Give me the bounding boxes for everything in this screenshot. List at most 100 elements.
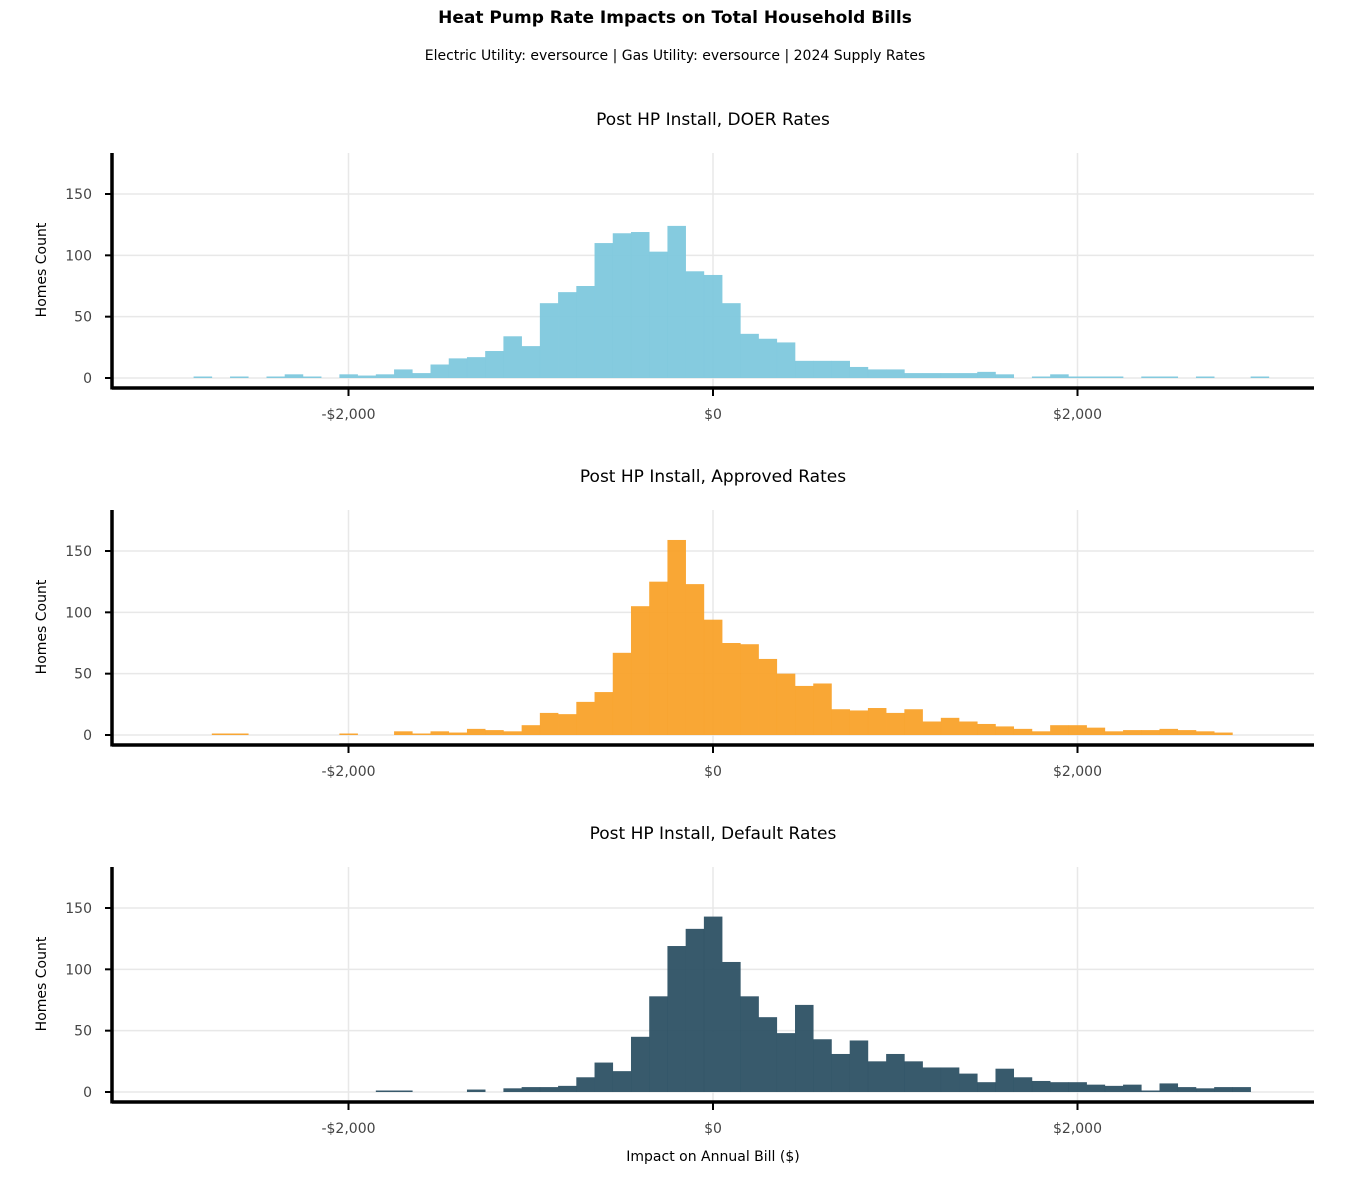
- histogram-bar: [503, 1088, 522, 1092]
- histogram-bar: [466, 1089, 486, 1092]
- histogram-bar: [776, 342, 796, 378]
- histogram-bar: [667, 539, 686, 735]
- histogram-bar: [594, 243, 614, 378]
- histogram-bar: [922, 721, 942, 735]
- y-tick-label: 0: [83, 1085, 92, 1101]
- histogram-bar: [1141, 730, 1160, 735]
- histogram-bar: [375, 374, 395, 378]
- histogram-bar: [558, 714, 577, 735]
- histogram-bar: [339, 733, 358, 735]
- histogram-bar: [576, 701, 595, 735]
- histogram-bar: [612, 233, 632, 378]
- histogram-bar: [1141, 1090, 1160, 1092]
- histogram-bar: [394, 369, 413, 378]
- y-tick-label: 0: [83, 728, 92, 744]
- histogram-bar: [539, 1087, 559, 1092]
- histogram-bar: [1214, 1087, 1233, 1092]
- histogram-bar: [1214, 732, 1233, 735]
- histogram-bar: [940, 373, 960, 378]
- histogram-bar: [722, 643, 741, 735]
- histogram-bar: [1195, 1088, 1215, 1092]
- histogram-bar: [1031, 376, 1051, 378]
- histogram-bar: [375, 1090, 395, 1092]
- histogram-bar: [1104, 1085, 1124, 1092]
- histogram-bar: [1195, 376, 1215, 378]
- histogram-bar: [649, 251, 668, 378]
- histogram-bar: [740, 996, 759, 1092]
- histogram-bar: [630, 606, 650, 735]
- histogram-bar: [886, 369, 905, 378]
- panel-1: Post HP Install, DOER Rates 0 50 100 150 -$2,…: [34, 110, 1314, 423]
- histogram-bar: [849, 1040, 869, 1092]
- y-tick-label: 50: [74, 310, 92, 326]
- histogram-bar: [594, 1062, 614, 1092]
- y-axis-title: Homes Count: [34, 579, 50, 674]
- x-tick-label: $2,000: [1053, 1121, 1102, 1137]
- histogram-bar: [503, 731, 522, 735]
- histogram-bar: [940, 1067, 960, 1092]
- histogram-bar: [412, 733, 431, 735]
- histogram-bar: [211, 733, 231, 735]
- histogram-bar: [539, 303, 559, 378]
- histogram-bar: [995, 374, 1015, 378]
- histogram-bar: [1159, 1083, 1179, 1092]
- histogram-bar: [1031, 731, 1051, 735]
- histogram-bar: [904, 709, 923, 735]
- histogram-bar: [430, 731, 450, 735]
- histogram-bar: [576, 1077, 595, 1092]
- histogram-bar: [1068, 1082, 1087, 1092]
- histogram-bar: [886, 712, 905, 735]
- histogram-bar: [703, 274, 723, 378]
- panel-3: Post HP Install, Default Rates 0 50 100 150 -…: [34, 824, 1314, 1137]
- y-tick-label: 100: [65, 962, 92, 978]
- histogram-bar: [1123, 730, 1142, 735]
- histogram-bar: [521, 346, 541, 378]
- histogram-bar: [630, 1036, 650, 1092]
- histogram-bar: [1050, 725, 1069, 735]
- histogram-bar: [831, 360, 850, 378]
- histogram-bar: [776, 673, 796, 735]
- histogram-bar: [959, 1073, 978, 1092]
- histogram-bar: [667, 946, 686, 1092]
- y-tick-label: 50: [74, 1024, 92, 1040]
- histogram-bar: [193, 376, 213, 378]
- histogram-bar: [722, 961, 741, 1092]
- histogram-bar: [1159, 376, 1179, 378]
- histogram-bar: [703, 619, 723, 735]
- panel-title: Post HP Install, DOER Rates: [596, 110, 830, 130]
- histogram-bar: [1050, 1082, 1069, 1092]
- histogram-bar: [485, 730, 504, 735]
- histogram-bar: [1031, 1080, 1051, 1092]
- histogram-bar: [831, 709, 850, 735]
- histogram-bar: [1086, 1084, 1106, 1092]
- x-tick-label: $0: [704, 764, 722, 780]
- x-tick-label: $0: [704, 407, 722, 423]
- histogram-bar: [1013, 728, 1033, 735]
- histogram-bar: [959, 373, 978, 378]
- panel-2: Post HP Install, Approved Rates 0 50 100 150…: [34, 467, 1314, 780]
- histogram-bar: [922, 1067, 942, 1092]
- histogram-bar: [922, 373, 942, 378]
- histogram-bar: [466, 728, 486, 735]
- histogram-bar: [594, 692, 614, 735]
- y-axis-title: Homes Count: [34, 222, 50, 317]
- histogram-bar: [1104, 731, 1124, 735]
- histogram-bar: [758, 338, 778, 378]
- histogram-bar: [685, 928, 705, 1092]
- histogram-bar: [1141, 376, 1160, 378]
- histogram-bar: [1195, 731, 1215, 735]
- histogram-bar: [1068, 725, 1087, 735]
- histogram-bar: [1250, 376, 1270, 378]
- x-tick-label: -$2,000: [321, 1121, 375, 1137]
- x-axis-title: Impact on Annual Bill ($): [626, 1149, 799, 1165]
- x-tick-label: -$2,000: [321, 764, 375, 780]
- histogram-bar: [394, 1090, 413, 1092]
- histogram-bar: [795, 360, 814, 378]
- histogram-bar: [740, 644, 759, 735]
- histogram-bar: [1104, 376, 1124, 378]
- histogram-bar: [612, 1071, 632, 1092]
- histogram-bar: [558, 292, 577, 378]
- histogram-bar: [448, 732, 468, 735]
- histogram-bar: [412, 373, 431, 378]
